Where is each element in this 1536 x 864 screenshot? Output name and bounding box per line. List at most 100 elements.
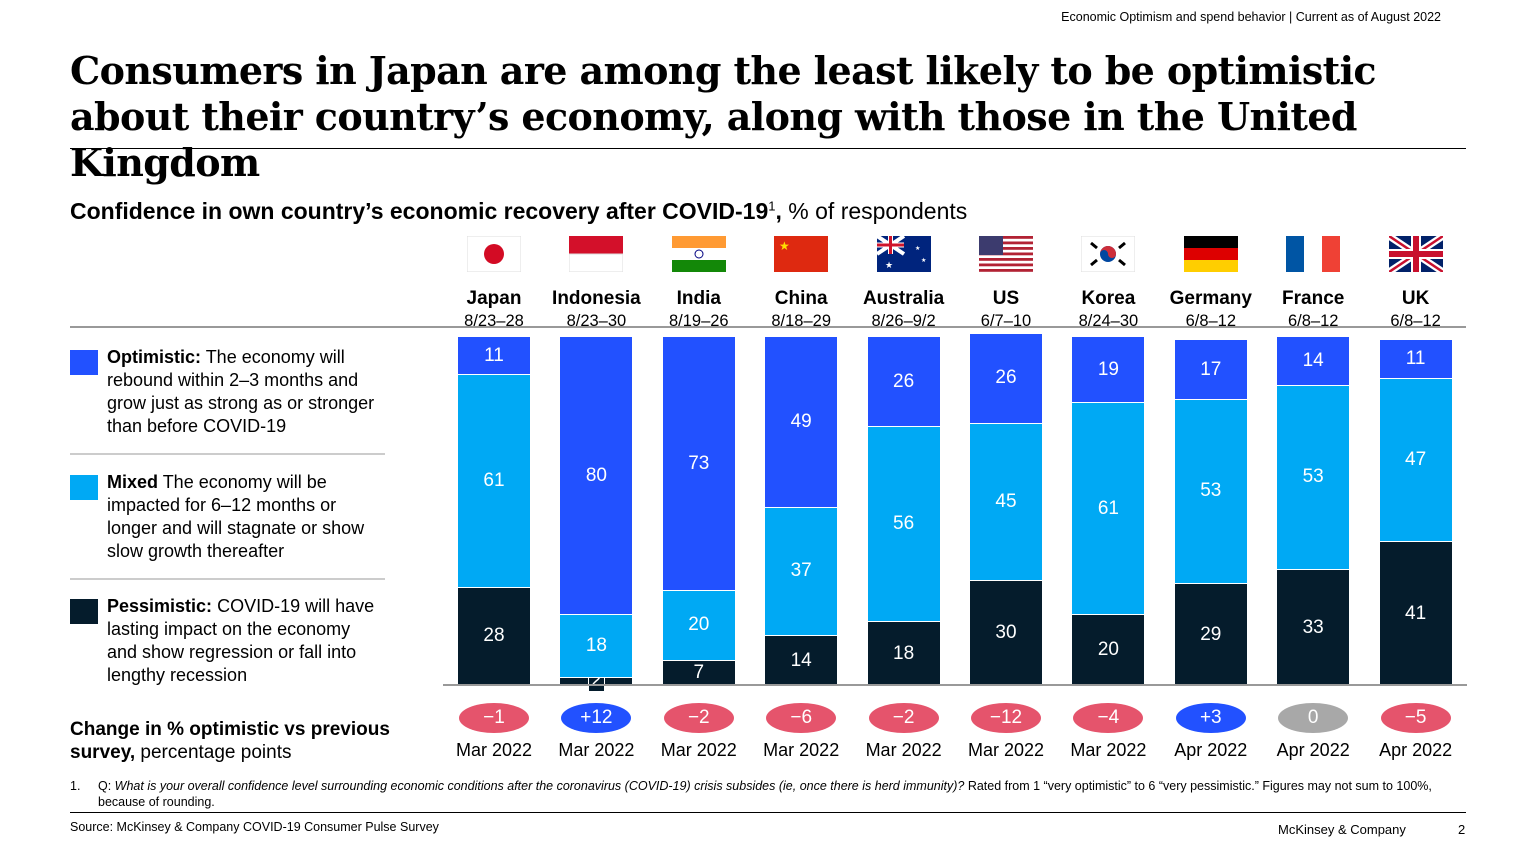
survey-date: 6/8–12 (1390, 312, 1441, 330)
divider (70, 578, 385, 580)
legend-desc: The economy will be impacted for 6–12 mo… (107, 472, 365, 561)
data-label: 18 (893, 642, 915, 664)
change-badge: −2 (663, 703, 734, 733)
bar-optimistic: 11 (1379, 340, 1452, 379)
survey-date: 8/26–9/2 (871, 312, 936, 330)
data-label: 7 (693, 661, 705, 683)
legend-label: Pessimistic: (107, 596, 213, 616)
change-badge: +12 (561, 703, 632, 733)
bar-mixed: 45 (970, 424, 1042, 581)
legend-label: Optimistic: (107, 347, 202, 367)
previous-survey-date: Apr 2022 (1276, 740, 1350, 760)
country-label: Japan (466, 288, 522, 309)
data-label: 28 (483, 625, 505, 647)
france-flag-icon (1286, 236, 1341, 272)
footnote-number: 1. (70, 779, 81, 793)
bar-mixed: 37 (765, 507, 838, 637)
legend-desc: COVID-19 will have lasting impact on the… (107, 596, 375, 685)
change-badge: +3 (1175, 703, 1246, 733)
bar-pessimistic: 20 (1072, 615, 1145, 685)
data-label: 80 (585, 464, 607, 486)
bar-optimistic: 80 (560, 337, 633, 616)
svg-text:★: ★ (885, 260, 893, 270)
data-label: 20 (1097, 639, 1119, 661)
survey-date: 8/23–30 (566, 312, 627, 330)
country-label: Korea (1081, 288, 1136, 309)
legend-swatch (70, 475, 98, 500)
previous-survey-date: Mar 2022 (763, 740, 840, 760)
data-label: 56 (893, 513, 915, 535)
previous-survey-date: Mar 2022 (558, 740, 635, 760)
bar-optimistic: 19 (1072, 337, 1145, 404)
column-china: ★ China 8/18–29 14 37 49 −6 Mar 2022 (750, 236, 852, 766)
legend-optimistic: Optimistic: The economy will rebound wit… (70, 346, 385, 438)
survey-date: 6/8–12 (1185, 312, 1237, 330)
country-label: India (676, 288, 721, 309)
bar-optimistic: 17 (1174, 340, 1247, 400)
data-label: 33 (1302, 616, 1324, 638)
tracker-text: Economic Optimism and spend behavior | C… (1061, 10, 1441, 24)
change-badge: −6 (766, 703, 837, 733)
change-badge: 0 (1278, 703, 1349, 733)
previous-survey-date: Mar 2022 (455, 740, 533, 760)
footnote-ref: 1 (768, 198, 776, 214)
country-label: Germany (1169, 288, 1252, 309)
change-label-text: percentage points (135, 742, 292, 763)
change-badge: −4 (1073, 703, 1144, 733)
change-badge: −1 (459, 703, 529, 733)
survey-date: 6/8–12 (1287, 312, 1339, 330)
data-label: 19 (1097, 358, 1119, 380)
data-label: 61 (483, 469, 505, 491)
column-india: India 8/19–26 7 20 73 −2 Mar 2022 (648, 236, 750, 766)
svg-text:★: ★ (921, 257, 926, 264)
bar-optimistic: 26 (867, 337, 940, 428)
australia-flag-icon: ★ ★ ★ (875, 234, 931, 272)
bar-optimistic: 49 (765, 337, 838, 508)
change-badge: −5 (1380, 703, 1451, 733)
survey-date: 8/24–30 (1078, 312, 1139, 330)
chart-unit: % of respondents (788, 198, 968, 224)
survey-date: 8/23–28 (464, 312, 524, 330)
country-label: UK (1401, 288, 1430, 309)
bar-optimistic: 14 (1277, 337, 1350, 386)
legend-pessimistic: Pessimistic: COVID-19 will have lasting … (70, 595, 385, 687)
column-japan: Japan 8/23–28 28 61 11 −1 Mar 2022 (443, 235, 545, 766)
legend-desc: The economy will rebound within 2–3 mont… (107, 347, 375, 436)
divider (70, 326, 1466, 328)
svg-text:★: ★ (915, 245, 920, 252)
change-label: Change in % optimistic vs previous surve… (70, 718, 390, 764)
legend-swatch (70, 599, 98, 624)
data-label: 14 (1302, 349, 1324, 371)
page-title: Consumers in Japan are among the least l… (70, 48, 1377, 185)
data-label: 53 (1200, 480, 1222, 502)
bar-optimistic: 11 (458, 337, 530, 376)
china-flag-icon: ★ (774, 236, 829, 272)
column-uk: UK 6/8–12 41 47 11 −5 Apr 2022 (1365, 233, 1467, 766)
column-us: US 6/7–10 30 45 26 −12 Mar 2022 (955, 236, 1057, 766)
column-indonesia: Indonesia 8/23–30 2 18 80 +12 Mar 2022 (545, 236, 647, 766)
data-label: 53 (1302, 466, 1324, 488)
country-label: China (774, 288, 828, 309)
country-label: Australia (862, 288, 945, 309)
divider (70, 812, 1466, 813)
bar-mixed: 20 (662, 591, 735, 661)
brand-text: McKinsey & Company (1278, 822, 1406, 837)
legend-mixed: Mixed The economy will be impacted for 6… (70, 471, 385, 563)
previous-survey-date: Mar 2022 (660, 740, 737, 760)
indonesia-flag-icon (568, 236, 624, 273)
previous-survey-date: Mar 2022 (967, 740, 1045, 760)
chart-title: Confidence in own country’s economic rec… (70, 198, 968, 224)
chart-baseline (443, 684, 1467, 686)
data-label: 26 (995, 367, 1017, 389)
change-label-bold: Change in % optimistic vs previous surve… (70, 719, 390, 763)
data-label: 29 (1200, 623, 1222, 645)
data-label: 17 (1200, 358, 1222, 380)
bar-pessimistic: 41 (1379, 542, 1452, 685)
survey-date: 8/18–29 (771, 312, 832, 330)
data-label: 14 (790, 649, 812, 671)
column-korea: Korea 8/24–30 20 61 19 −4 Mar 2022 (1057, 235, 1159, 766)
footnote-q: Q: (98, 779, 115, 793)
data-label: 20 (688, 614, 710, 636)
bar-pessimistic: 28 (458, 587, 530, 685)
svg-text:★: ★ (779, 239, 790, 253)
